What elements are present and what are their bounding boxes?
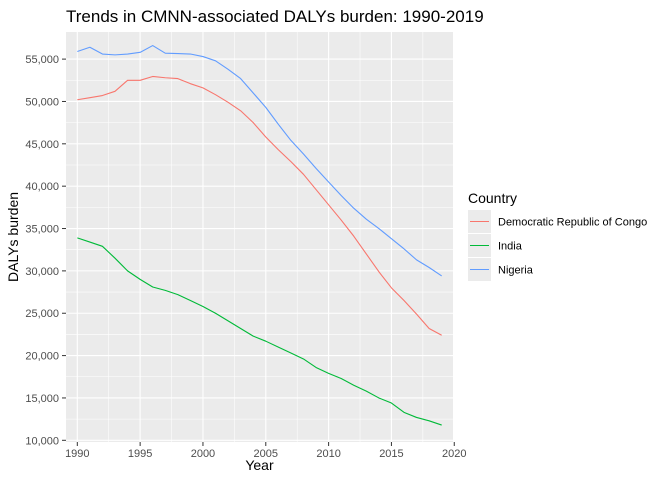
legend: Country Democratic Republic of Congo Indi… — [468, 190, 647, 281]
plot-panel — [66, 32, 453, 442]
y-tick-label: 25,000 — [25, 308, 59, 320]
x-tick-label: 2010 — [316, 448, 340, 460]
y-axis-title: DALYs burden — [5, 192, 21, 282]
x-tick-label: 2015 — [379, 448, 403, 460]
y-tick-label: 15,000 — [25, 393, 59, 405]
x-axis-title: Year — [245, 457, 274, 473]
legend-title: Country — [468, 190, 517, 206]
x-tick-label: 1995 — [128, 448, 152, 460]
y-axis: 10,000 15,000 20,000 25,000 30,000 35,000 40,0… — [25, 54, 66, 447]
minor-gridlines — [66, 32, 453, 442]
legend-label: Nigeria — [498, 265, 534, 277]
series-lines — [77, 45, 442, 426]
x-tick-label: 2000 — [191, 448, 215, 460]
x-tick-label: 2020 — [442, 448, 466, 460]
major-gridlines — [66, 32, 455, 442]
legend-label: Democratic Republic of Congo — [498, 217, 647, 229]
y-tick-label: 55,000 — [25, 54, 59, 66]
y-tick-label: 40,000 — [25, 181, 59, 193]
chart-title: Trends in CMNN-associated DALYs burden: … — [66, 7, 484, 26]
x-axis: 1990 1995 2000 2005 2010 2015 2020 — [65, 442, 466, 460]
y-tick-label: 20,000 — [25, 351, 59, 363]
x-tick-label: 1990 — [65, 448, 89, 460]
x-tick-label: 2005 — [254, 448, 278, 460]
series-line-democratic-republic-of-congo — [77, 75, 442, 336]
y-tick-label: 10,000 — [25, 435, 59, 447]
y-tick-label: 30,000 — [25, 266, 59, 278]
y-tick-label: 45,000 — [25, 139, 59, 151]
legend-label: India — [498, 241, 523, 253]
y-tick-label: 50,000 — [25, 96, 59, 108]
y-tick-label: 35,000 — [25, 224, 59, 236]
series-line-nigeria — [77, 45, 442, 277]
series-line-india — [77, 237, 442, 426]
